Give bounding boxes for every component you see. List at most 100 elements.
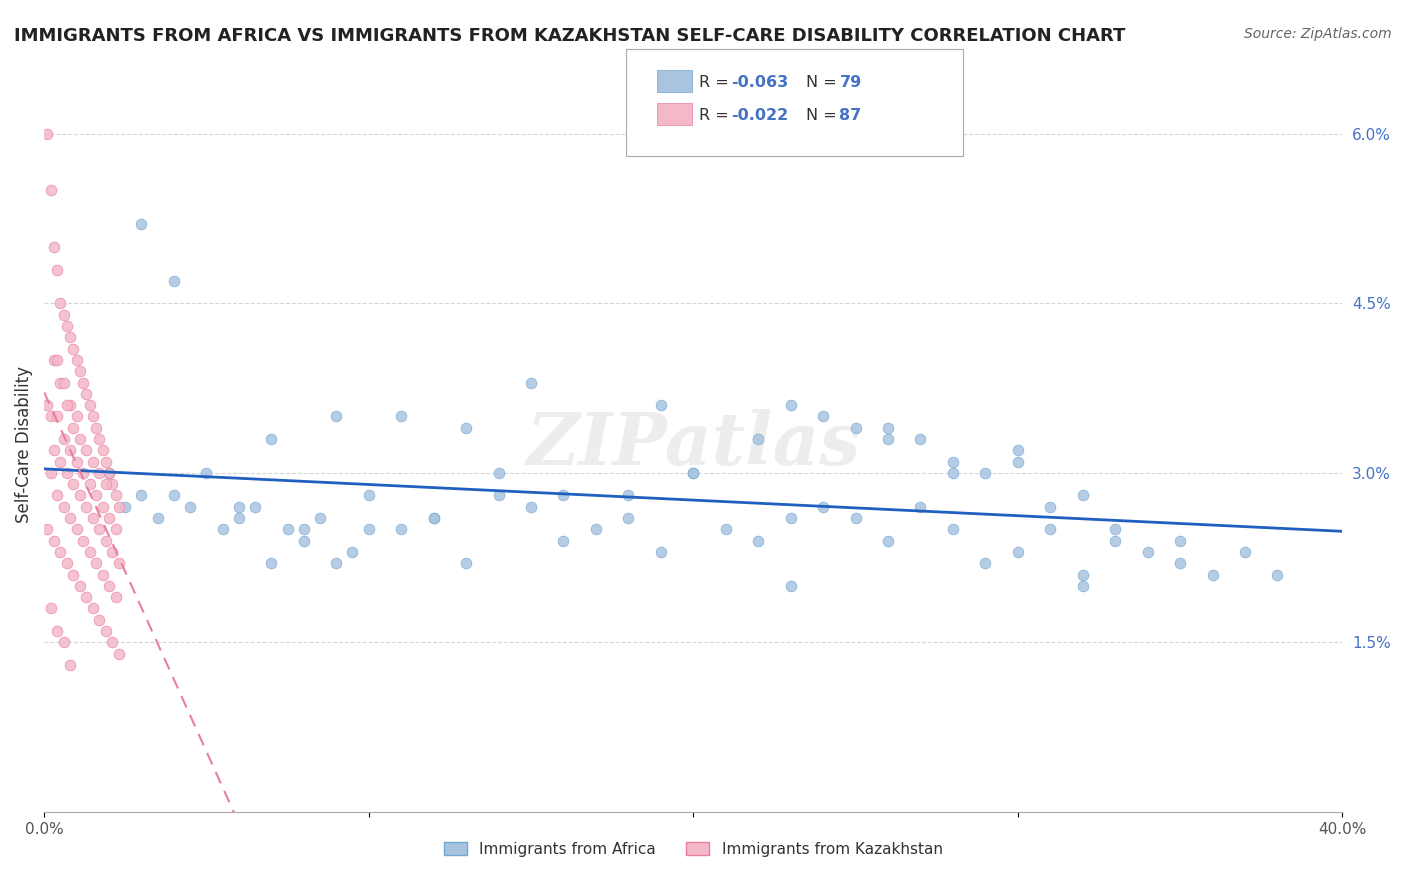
Point — [75, 500, 97, 514]
Point — [46, 409, 69, 424]
Point — [357, 488, 380, 502]
Point — [82, 454, 104, 468]
Point — [650, 398, 672, 412]
Point — [75, 590, 97, 604]
Point — [942, 522, 965, 536]
Y-axis label: Self-Care Disability: Self-Care Disability — [15, 366, 32, 523]
Point — [46, 352, 69, 367]
Point — [163, 274, 186, 288]
Point — [422, 511, 444, 525]
Point — [553, 533, 575, 548]
Point — [779, 511, 801, 525]
Point — [325, 409, 347, 424]
Point — [62, 420, 84, 434]
Point — [69, 488, 91, 502]
Point — [877, 432, 900, 446]
Point — [553, 488, 575, 502]
Point — [72, 533, 94, 548]
Point — [94, 533, 117, 548]
Text: IMMIGRANTS FROM AFRICA VS IMMIGRANTS FROM KAZAKHSTAN SELF-CARE DISABILITY CORREL: IMMIGRANTS FROM AFRICA VS IMMIGRANTS FRO… — [14, 27, 1125, 45]
Point — [72, 466, 94, 480]
Point — [1168, 556, 1191, 570]
Point — [277, 522, 299, 536]
Point — [37, 522, 59, 536]
Point — [72, 376, 94, 390]
Point — [1071, 488, 1094, 502]
Point — [682, 466, 704, 480]
Point — [1168, 533, 1191, 548]
Point — [422, 511, 444, 525]
Point — [37, 127, 59, 141]
Point — [1104, 533, 1126, 548]
Point — [49, 296, 72, 310]
Point — [942, 454, 965, 468]
Point — [42, 443, 65, 458]
Point — [62, 477, 84, 491]
Point — [131, 488, 153, 502]
Point — [714, 522, 737, 536]
Point — [877, 420, 900, 434]
Point — [46, 262, 69, 277]
Point — [146, 511, 169, 525]
Text: N =: N = — [806, 109, 842, 123]
Legend: Immigrants from Africa, Immigrants from Kazakhstan: Immigrants from Africa, Immigrants from … — [437, 836, 949, 863]
Point — [75, 386, 97, 401]
Point — [104, 590, 127, 604]
Point — [131, 217, 153, 231]
Point — [89, 432, 111, 446]
Point — [37, 398, 59, 412]
Point — [98, 466, 121, 480]
Point — [84, 556, 107, 570]
Point — [389, 522, 412, 536]
Point — [65, 352, 87, 367]
Point — [1071, 567, 1094, 582]
Point — [42, 240, 65, 254]
Point — [309, 511, 332, 525]
Point — [62, 342, 84, 356]
Point — [292, 522, 315, 536]
Point — [65, 454, 87, 468]
Point — [292, 533, 315, 548]
Point — [42, 352, 65, 367]
Point — [91, 443, 114, 458]
Point — [389, 409, 412, 424]
Point — [69, 579, 91, 593]
Point — [488, 488, 510, 502]
Point — [98, 579, 121, 593]
Point — [98, 511, 121, 525]
Point — [101, 477, 124, 491]
Point — [650, 545, 672, 559]
Point — [1071, 579, 1094, 593]
Point — [82, 409, 104, 424]
Point — [910, 500, 932, 514]
Point — [65, 409, 87, 424]
Point — [811, 500, 834, 514]
Point — [84, 488, 107, 502]
Point — [617, 488, 640, 502]
Point — [779, 398, 801, 412]
Point — [844, 511, 866, 525]
Point — [342, 545, 364, 559]
Point — [107, 500, 129, 514]
Point — [520, 500, 543, 514]
Point — [454, 420, 477, 434]
Point — [39, 183, 62, 197]
Point — [243, 500, 266, 514]
Point — [56, 318, 79, 333]
Point — [89, 522, 111, 536]
Point — [779, 579, 801, 593]
Point — [89, 613, 111, 627]
Point — [56, 398, 79, 412]
Point — [91, 500, 114, 514]
Point — [104, 488, 127, 502]
Point — [39, 466, 62, 480]
Point — [107, 647, 129, 661]
Point — [1007, 454, 1029, 468]
Point — [747, 533, 769, 548]
Point — [488, 466, 510, 480]
Point — [910, 432, 932, 446]
Point — [69, 432, 91, 446]
Point — [82, 601, 104, 615]
Point — [1039, 500, 1062, 514]
Point — [617, 511, 640, 525]
